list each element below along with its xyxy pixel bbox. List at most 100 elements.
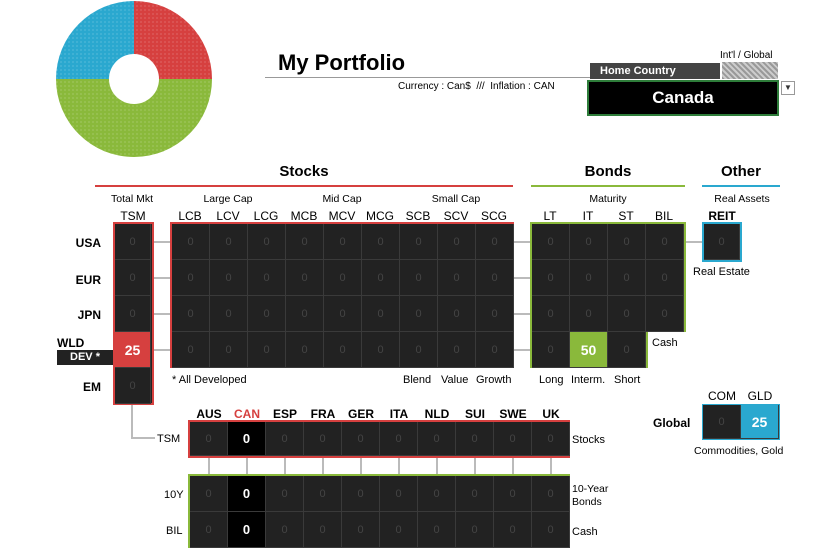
reit-cell[interactable]: 0 bbox=[704, 224, 740, 260]
stock-cell[interactable]: 0 bbox=[324, 296, 362, 332]
chevron-down-icon[interactable]: ▼ bbox=[781, 81, 795, 95]
col-header-reit: REIT bbox=[708, 209, 736, 223]
gld-cell[interactable]: 25 bbox=[741, 405, 779, 439]
stock-cell[interactable]: 0 bbox=[438, 260, 476, 296]
bond-cell[interactable]: 0 bbox=[570, 296, 608, 332]
country-10y-cell-fra[interactable]: 0 bbox=[304, 476, 342, 512]
country-tsm-cell-uk[interactable]: 0 bbox=[532, 422, 570, 456]
stock-cell[interactable]: 0 bbox=[210, 224, 248, 260]
bond-cell[interactable]: 0 bbox=[646, 224, 684, 260]
country-tsm-cell-can[interactable]: 0 bbox=[228, 422, 266, 456]
country-bil-cell-sui[interactable]: 0 bbox=[456, 512, 494, 548]
bond-cell-it-highlight[interactable]: 50 bbox=[570, 332, 608, 368]
tsm-cell-em[interactable]: 0 bbox=[115, 368, 151, 404]
country-10y-cell-sui[interactable]: 0 bbox=[456, 476, 494, 512]
stock-cell[interactable]: 0 bbox=[400, 224, 438, 260]
stock-cell[interactable]: 0 bbox=[286, 296, 324, 332]
bond-cell[interactable]: 0 bbox=[608, 224, 646, 260]
bond-cell[interactable]: 0 bbox=[646, 296, 684, 332]
com-cell[interactable]: 0 bbox=[703, 405, 741, 439]
country-10y-cell-ger[interactable]: 0 bbox=[342, 476, 380, 512]
country-10y-cell-esp[interactable]: 0 bbox=[266, 476, 304, 512]
country-header-aus: AUS bbox=[196, 407, 222, 421]
stock-cell[interactable]: 0 bbox=[248, 296, 286, 332]
stock-cell[interactable]: 0 bbox=[248, 332, 286, 368]
country-tsm-cell-aus[interactable]: 0 bbox=[190, 422, 228, 456]
country-tsm-cell-swe[interactable]: 0 bbox=[494, 422, 532, 456]
country-tsm-cell-sui[interactable]: 0 bbox=[456, 422, 494, 456]
bond-cell[interactable]: 0 bbox=[570, 224, 608, 260]
stock-cell[interactable]: 0 bbox=[210, 260, 248, 296]
note-long: Long bbox=[539, 374, 564, 386]
tsm-cell-jpn[interactable]: 0 bbox=[115, 296, 151, 332]
stock-cell[interactable]: 0 bbox=[172, 296, 210, 332]
stock-cell[interactable]: 0 bbox=[400, 260, 438, 296]
country-bil-cell-uk[interactable]: 0 bbox=[532, 512, 570, 548]
stock-cell[interactable]: 0 bbox=[172, 332, 210, 368]
stock-cell[interactable]: 0 bbox=[210, 296, 248, 332]
home-country-select[interactable]: Canada bbox=[587, 80, 779, 116]
tsm-cell-usa[interactable]: 0 bbox=[115, 224, 151, 260]
country-header-sui: SUI bbox=[464, 407, 485, 421]
bond-cell[interactable]: 0 bbox=[570, 260, 608, 296]
global-caption: Commodities, Gold bbox=[694, 445, 784, 457]
stock-cell[interactable]: 0 bbox=[362, 260, 400, 296]
country-bil-cell-nld[interactable]: 0 bbox=[418, 512, 456, 548]
stock-cell[interactable]: 0 bbox=[400, 296, 438, 332]
country-tsm-cell-fra[interactable]: 0 bbox=[304, 422, 342, 456]
stock-cell[interactable]: 0 bbox=[476, 296, 514, 332]
section-stocks: Stocks bbox=[279, 163, 329, 180]
stock-cell[interactable]: 0 bbox=[400, 332, 438, 368]
bond-cell[interactable]: 0 bbox=[532, 260, 570, 296]
country-bil-cell-aus[interactable]: 0 bbox=[190, 512, 228, 548]
stock-cell[interactable]: 0 bbox=[438, 224, 476, 260]
intl-global-swatch[interactable] bbox=[722, 62, 778, 79]
stock-cell[interactable]: 0 bbox=[362, 296, 400, 332]
stock-cell[interactable]: 0 bbox=[286, 260, 324, 296]
bond-cell[interactable]: 0 bbox=[608, 260, 646, 296]
group-large-cap: Large Cap bbox=[203, 193, 253, 205]
stock-cell[interactable]: 0 bbox=[210, 332, 248, 368]
country-10y-cell-swe[interactable]: 0 bbox=[494, 476, 532, 512]
country-10y-cell-can[interactable]: 0 bbox=[228, 476, 266, 512]
connector-line bbox=[284, 458, 286, 474]
stock-cell[interactable]: 0 bbox=[248, 224, 286, 260]
country-bil-cell-esp[interactable]: 0 bbox=[266, 512, 304, 548]
country-bil-cell-ger[interactable]: 0 bbox=[342, 512, 380, 548]
stock-cell[interactable]: 0 bbox=[476, 260, 514, 296]
country-tsm-cell-esp[interactable]: 0 bbox=[266, 422, 304, 456]
bond-cell[interactable]: 0 bbox=[532, 332, 570, 368]
country-tsm-cell-nld[interactable]: 0 bbox=[418, 422, 456, 456]
stock-cell[interactable]: 0 bbox=[438, 332, 476, 368]
country-bil-cell-swe[interactable]: 0 bbox=[494, 512, 532, 548]
bond-cell[interactable]: 0 bbox=[608, 332, 646, 368]
country-bil-cell-ita[interactable]: 0 bbox=[380, 512, 418, 548]
stock-cell[interactable]: 0 bbox=[248, 260, 286, 296]
stock-cell[interactable]: 0 bbox=[172, 260, 210, 296]
stock-cell[interactable]: 0 bbox=[362, 224, 400, 260]
stock-cell[interactable]: 0 bbox=[324, 332, 362, 368]
stock-cell[interactable]: 0 bbox=[286, 224, 324, 260]
bond-cell[interactable]: 0 bbox=[532, 224, 570, 260]
country-tsm-cell-ita[interactable]: 0 bbox=[380, 422, 418, 456]
stock-cell[interactable]: 0 bbox=[324, 260, 362, 296]
country-10y-cell-aus[interactable]: 0 bbox=[190, 476, 228, 512]
bond-cell[interactable]: 0 bbox=[532, 296, 570, 332]
stock-cell[interactable]: 0 bbox=[476, 332, 514, 368]
country-10y-cell-ita[interactable]: 0 bbox=[380, 476, 418, 512]
tsm-cell-eur[interactable]: 0 bbox=[115, 260, 151, 296]
stock-cell[interactable]: 0 bbox=[172, 224, 210, 260]
country-tsm-cell-ger[interactable]: 0 bbox=[342, 422, 380, 456]
bond-cell[interactable]: 0 bbox=[646, 260, 684, 296]
country-10y-cell-uk[interactable]: 0 bbox=[532, 476, 570, 512]
stock-cell[interactable]: 0 bbox=[476, 224, 514, 260]
country-bil-cell-can[interactable]: 0 bbox=[228, 512, 266, 548]
bond-cell[interactable]: 0 bbox=[608, 296, 646, 332]
country-10y-cell-nld[interactable]: 0 bbox=[418, 476, 456, 512]
stock-cell[interactable]: 0 bbox=[438, 296, 476, 332]
stock-cell[interactable]: 0 bbox=[362, 332, 400, 368]
tsm-cell-wld[interactable]: 25 bbox=[115, 332, 151, 368]
country-bil-cell-fra[interactable]: 0 bbox=[304, 512, 342, 548]
stock-cell[interactable]: 0 bbox=[286, 332, 324, 368]
stock-cell[interactable]: 0 bbox=[324, 224, 362, 260]
